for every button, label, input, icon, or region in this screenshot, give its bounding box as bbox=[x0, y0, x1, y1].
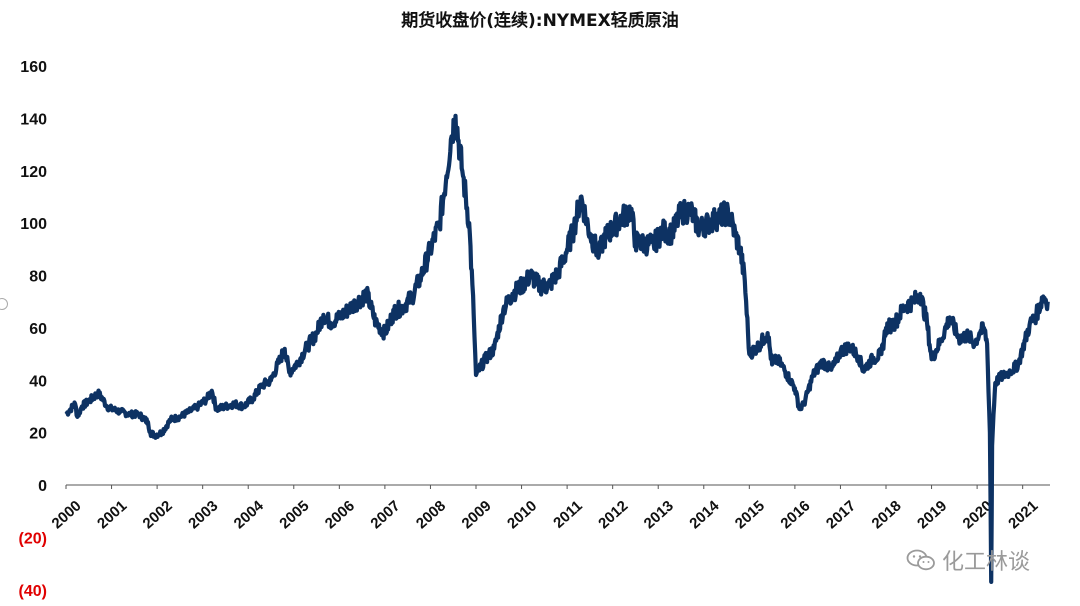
series-line-wti bbox=[64, 113, 1050, 584]
y-tick-label: (40) bbox=[19, 583, 47, 600]
x-tick-label: 2004 bbox=[231, 497, 268, 532]
x-tick-label: 2021 bbox=[1005, 497, 1041, 532]
x-tick-label: 2011 bbox=[550, 497, 586, 531]
series-layer bbox=[64, 113, 1050, 584]
x-tick-label: 2001 bbox=[94, 497, 130, 532]
x-tick-label: 2014 bbox=[686, 497, 723, 532]
x-tick-label: 2012 bbox=[595, 497, 631, 532]
y-tick-label: 20 bbox=[29, 426, 47, 443]
y-tick-label: (20) bbox=[19, 530, 47, 547]
wechat-icon bbox=[906, 549, 935, 571]
y-tick-label: 80 bbox=[29, 269, 47, 286]
x-tick-label: 2017 bbox=[823, 497, 859, 532]
y-tick-label: 0 bbox=[38, 478, 47, 495]
x-tick-label: 2006 bbox=[322, 497, 358, 532]
x-tick-label: 2015 bbox=[732, 497, 768, 532]
edge-circle-mark bbox=[0, 298, 8, 310]
x-tick-label: 2010 bbox=[504, 497, 540, 532]
y-tick-label: 160 bbox=[20, 59, 47, 76]
x-tick-label: 2007 bbox=[367, 497, 403, 532]
x-tick-label: 2013 bbox=[641, 497, 677, 532]
y-tick-label: 140 bbox=[20, 111, 47, 128]
x-tick-label: 2016 bbox=[777, 497, 813, 532]
x-tick-label: 2002 bbox=[140, 497, 176, 532]
y-tick-label: 100 bbox=[20, 216, 47, 233]
x-tick-label: 2018 bbox=[868, 497, 904, 532]
x-tick-label: 2019 bbox=[914, 497, 950, 532]
x-tick-label: 2005 bbox=[276, 497, 312, 532]
chart-title: 期货收盘价(连续):NYMEX轻质原油 bbox=[401, 11, 679, 31]
y-tick-label: 40 bbox=[29, 373, 47, 390]
watermark-text: 化工林谈 bbox=[942, 550, 1031, 575]
x-tick-label: 2003 bbox=[185, 497, 221, 532]
x-tick-label: 2009 bbox=[458, 497, 494, 532]
y-tick-label: 60 bbox=[29, 321, 47, 338]
x-tick-label: 2000 bbox=[48, 497, 84, 532]
watermark: 化工林谈 bbox=[906, 544, 1030, 576]
x-tick-label: 2008 bbox=[413, 497, 449, 532]
x-axis: 2000 2001 2002 2003 2004 2005 2006 2007 2008 2009… bbox=[48, 484, 1050, 532]
y-axis: 160 140 120 100 80 60 40 20 0 (20) (40) bbox=[19, 59, 48, 600]
y-tick-label: 120 bbox=[20, 164, 47, 181]
